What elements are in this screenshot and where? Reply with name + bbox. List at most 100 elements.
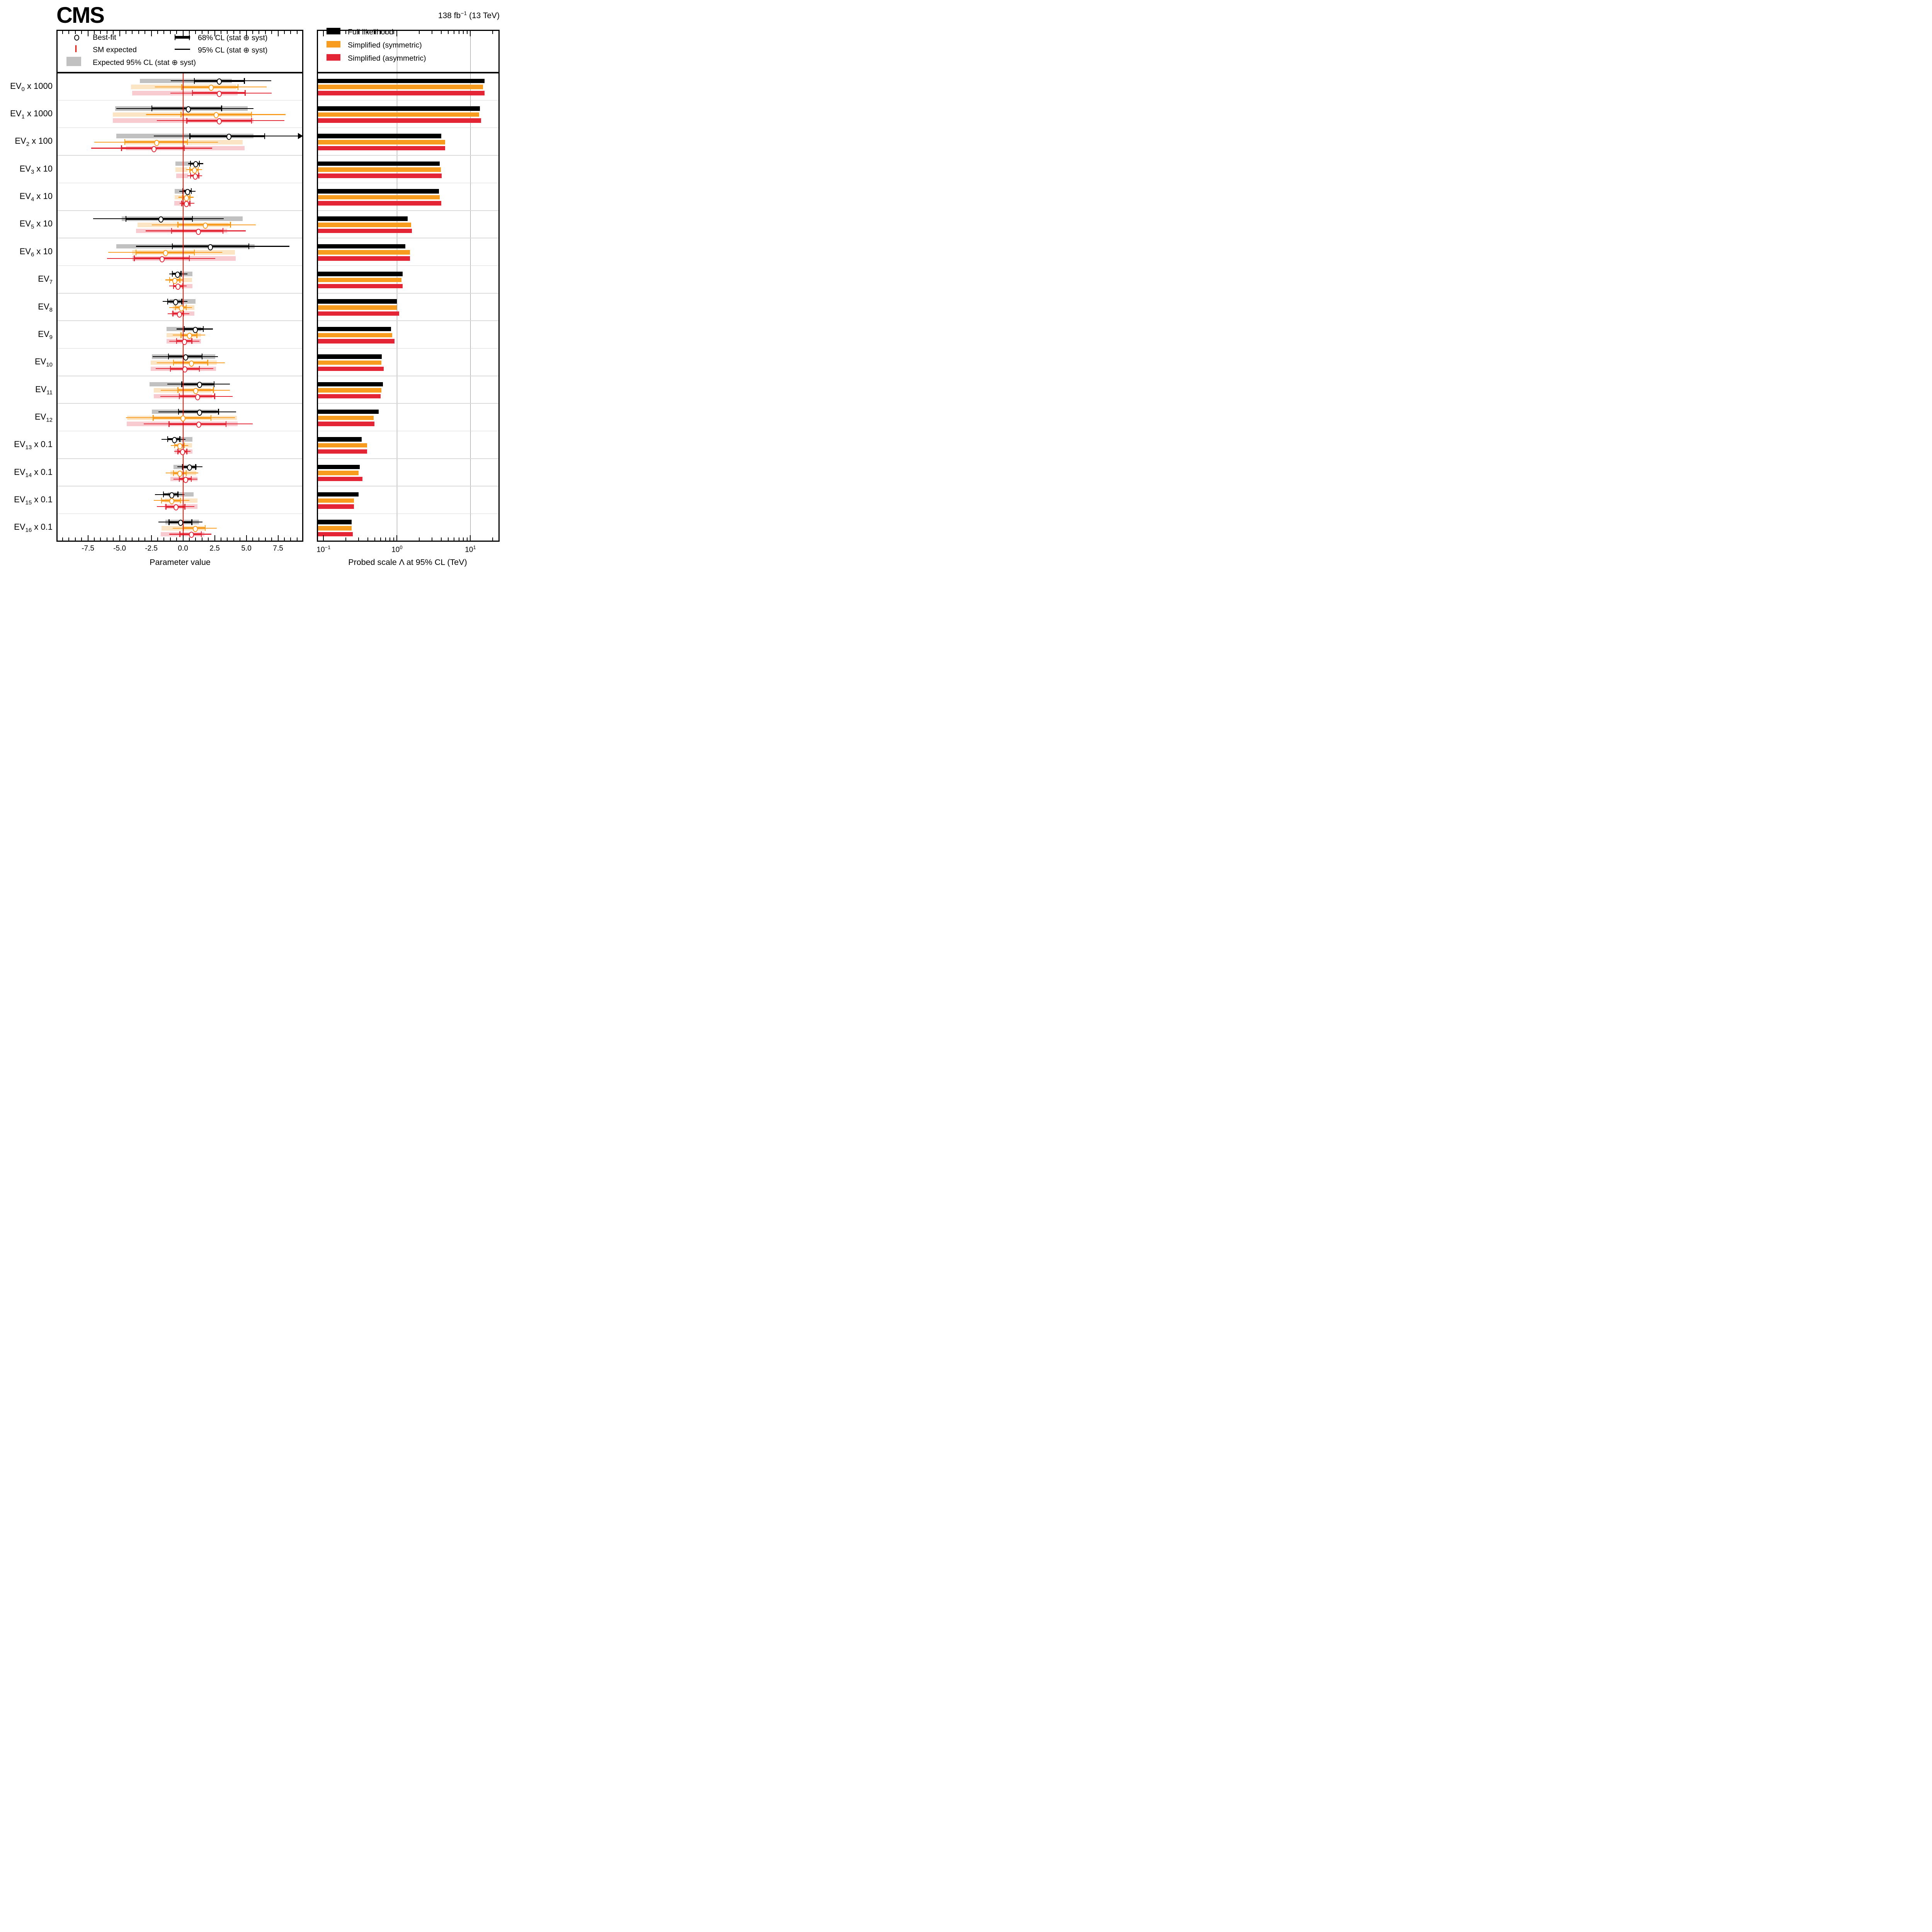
ev5-full-bestfit-marker [158,216,164,223]
ev0-full-68cl-cap-low [194,78,195,84]
ev2-sym-bestfit-marker [154,139,159,146]
ev3-asym-bestfit-marker [192,173,198,180]
bestfit-marker-icon [74,35,79,41]
ev3-sym-bestfit-marker [192,167,197,174]
ev13-full-probed-scale-bar [318,437,362,442]
ev9-full-68cl-cap-high [202,326,204,332]
ev16-full-bestfit-marker [178,520,183,526]
right-legend-separator [317,72,500,73]
row-separator [56,265,303,266]
ev15-sym-68cl-cap-low [161,497,162,503]
ev14-full-68cl-cap-high [195,464,196,470]
ev2-full-68cl-cap-high [264,133,265,139]
ev16-full-68cl-cap-high [191,519,192,525]
ev16-asym-68cl-cap-high [201,531,202,537]
right-axis-minor-tick [440,537,442,541]
right-axis-minor-tick [466,31,468,34]
ev2-full-offscale-arrow-icon [298,133,303,139]
ev8-full-bestfit-marker [173,299,178,306]
ev9-asym-68cl-cap-low [176,338,177,344]
left-axis-tick-label: -7.5 [82,544,94,553]
bestfit-legend-label: Best-fit [93,33,116,42]
left-axis-minor-tick [138,31,139,34]
row-label-ev2: EV2 x 100 [15,136,53,148]
ev12-full-bestfit-marker [197,409,202,416]
ev6-sym-probed-scale-bar [318,250,410,255]
ev14-sym-bestfit-marker [177,471,183,477]
ev2-asym-68cl-cap-low [121,145,122,151]
cl68-marker-icon [175,36,190,39]
ev4-full-bestfit-marker [185,189,190,195]
left-axis-minor-tick [290,537,291,541]
row-label-ev15: EV15 x 0.1 [14,494,53,506]
ev7-asym-bestfit-marker [175,284,181,290]
right-axis-tick-label: 100 [391,544,403,554]
row-separator [317,265,500,266]
left-axis-minor-tick [265,31,266,34]
ev13-asym-68cl-cap-high [186,448,187,454]
left-axis-minor-tick [296,31,298,34]
left-axis-minor-tick [100,31,101,34]
ev15-full-bestfit-marker [169,492,174,498]
ev10-asym-68cl-cap-low [170,366,171,372]
ev4-asym-68cl-cap-low [181,200,182,206]
ev13-sym-bestfit-marker [177,443,183,449]
row-label-ev1: EV1 x 1000 [10,109,53,120]
simplified-symmetric-legend-label: Simplified (symmetric) [348,41,422,49]
row-label-ev13: EV13 x 0.1 [14,439,53,451]
ev15-sym-68cl-cap-high [180,497,181,503]
ev6-sym-bestfit-marker [163,250,168,257]
right-axis-major-tick [470,31,471,36]
ev1-sym-68cl-cap-low [180,111,182,117]
left-axis-minor-tick [227,31,228,34]
ev10-full-68cl-cap-low [168,354,169,360]
ev13-full-bestfit-marker [172,437,177,443]
expected-band-legend-label: Expected 95% CL (stat ⊕ syst) [93,58,196,67]
ev7-full-68cl-cap-low [172,271,173,277]
ev11-asym-bestfit-marker [195,394,201,400]
ev8-sym-bestfit-marker [179,305,184,311]
right-axis-major-tick [470,535,471,541]
ev4-asym-68cl-cap-high [189,200,190,206]
ev9-full-68cl-cap-low [184,326,185,332]
ev12-full-68cl-cap-high [218,409,219,415]
ev5-asym-probed-scale-bar [318,228,412,233]
ev8-asym-probed-scale-bar [318,311,399,316]
ev8-full-68cl-cap-high [181,298,182,304]
ev13-sym-68cl-cap-high [184,442,185,449]
ev11-full-68cl-cap-low [181,381,182,387]
right-axis-minor-tick [380,31,381,34]
left-axis-minor-tick [189,31,190,34]
full-likelihood-swatch-icon [327,28,340,34]
ev15-asym-probed-scale-bar [318,504,354,509]
row-separator [56,348,303,349]
ev7-asym-68cl-cap-low [173,283,174,289]
ev3-asym-68cl-cap-high [198,173,199,179]
row-separator [56,182,303,184]
ev12-asym-bestfit-marker [196,422,202,428]
ev8-asym-bestfit-marker [177,311,182,318]
row-label-ev11: EV11 [35,384,53,396]
row-separator [317,403,500,404]
left-axis-minor-tick [296,537,298,541]
ev8-full-68cl-cap-low [167,298,168,304]
ev3-full-probed-scale-bar [318,161,440,166]
row-separator [317,348,500,349]
ev14-asym-68cl-cap-low [179,476,180,482]
left-axis-minor-tick [290,31,291,34]
ev11-asym-68cl-cap-high [214,393,215,400]
ev11-sym-68cl-cap-low [177,387,179,393]
ev1-asym-68cl-cap-high [251,117,252,124]
left-axis-major-tick [119,31,120,36]
cms-eft-summary-figure: CMS 138 fb−1 (13 TeV) Best-fit SM expect… [0,0,503,573]
ev1-full-68cl-cap-high [221,105,222,112]
left-axis-major-tick [214,535,215,541]
simplified-asymmetric-legend-label: Simplified (asymmetric) [348,54,426,63]
ev8-full-probed-scale-bar [318,299,397,304]
ev15-sym-probed-scale-bar [318,498,354,503]
ev15-asym-68cl-cap-low [165,503,167,510]
left-axis-major-tick [182,535,184,541]
ev11-full-bestfit-marker [197,382,202,388]
ev15-asym-68cl-cap-high [184,503,185,510]
row-separator [56,155,303,156]
